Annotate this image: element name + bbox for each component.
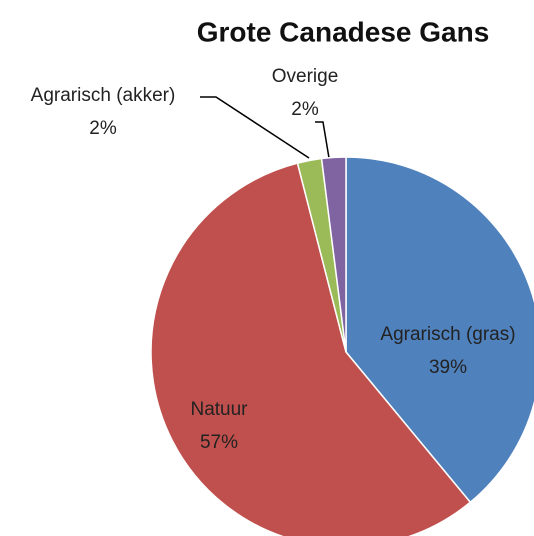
slice-value-label: 2% [291,99,319,120]
chart-title: Grote Canadese Gans [197,16,490,47]
slice-value-label: 57% [200,432,238,453]
leader-line [315,121,330,159]
leader-line [200,96,310,159]
slice-label: Agrarisch (gras) [380,324,515,345]
slice-label: Overige [272,66,339,87]
slice-value-label: 2% [89,118,117,139]
slice-label: Agrarisch (akker) [31,85,176,106]
pie-slice [320,156,347,353]
pie-slice [345,156,534,504]
slice-label: Natuur [190,399,248,420]
slice-value-label: 39% [429,357,467,378]
pie-slice [150,162,472,536]
